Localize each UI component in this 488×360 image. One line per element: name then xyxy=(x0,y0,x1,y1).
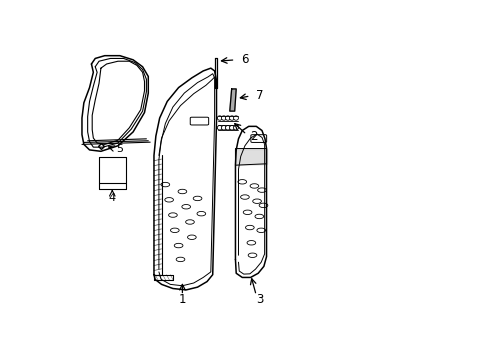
Ellipse shape xyxy=(229,116,234,120)
Polygon shape xyxy=(229,89,236,111)
Ellipse shape xyxy=(217,126,222,130)
Text: 3: 3 xyxy=(256,293,263,306)
Text: 2: 2 xyxy=(250,130,258,143)
Text: 7: 7 xyxy=(256,89,263,102)
Ellipse shape xyxy=(233,116,238,120)
FancyBboxPatch shape xyxy=(250,135,266,143)
Text: 4: 4 xyxy=(108,193,116,203)
Text: 1: 1 xyxy=(178,293,186,306)
Ellipse shape xyxy=(229,126,234,130)
Text: 6: 6 xyxy=(241,53,248,66)
FancyBboxPatch shape xyxy=(190,117,208,125)
Text: 5: 5 xyxy=(116,144,123,154)
Ellipse shape xyxy=(221,116,226,120)
Ellipse shape xyxy=(221,126,226,130)
Ellipse shape xyxy=(233,126,238,130)
Ellipse shape xyxy=(225,116,230,120)
Polygon shape xyxy=(235,149,266,165)
Ellipse shape xyxy=(217,116,222,120)
Ellipse shape xyxy=(225,126,230,130)
